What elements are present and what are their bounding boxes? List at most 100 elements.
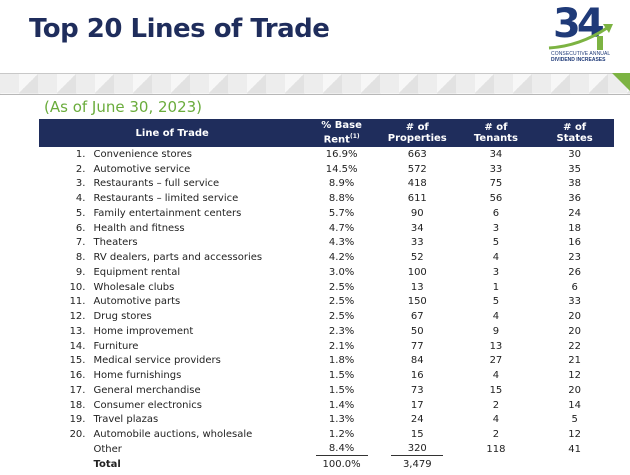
line-of-trade: Family entertainment centers xyxy=(93,207,242,219)
line-of-trade: Home improvement xyxy=(93,325,194,337)
line-of-trade: RV dealers, parts and accessories xyxy=(93,252,263,264)
growth-arrow-icon xyxy=(548,24,613,50)
properties-count: 572 xyxy=(407,163,427,175)
base-rent: 2.5% xyxy=(328,296,355,308)
base-rent: 8.8% xyxy=(328,193,355,205)
rank-number: 2. xyxy=(75,163,86,175)
table-row: 14. Furniture 2.1% 77 13 22 xyxy=(39,339,614,354)
base-rent: 2.1% xyxy=(328,340,355,352)
line-of-trade: Medical service providers xyxy=(93,355,221,367)
properties-count: 418 xyxy=(407,178,427,190)
properties-count: 611 xyxy=(407,193,427,205)
table-row: 9. Equipment rental 3.0% 100 3 26 xyxy=(39,265,614,280)
tenants-count: 4 xyxy=(492,311,500,323)
base-rent: 3.0% xyxy=(328,266,355,278)
properties-count: 16 xyxy=(410,370,424,382)
tenants-count: 4 xyxy=(492,252,500,264)
base-rent: 1.2% xyxy=(328,429,355,441)
table-row: 6. Health and fitness 4.7% 34 3 18 xyxy=(39,221,614,236)
other-rent: 8.4% xyxy=(315,442,368,457)
base-rent: 2.5% xyxy=(328,281,355,293)
table-row: 18. Consumer electronics 1.4% 17 2 14 xyxy=(39,398,614,413)
rank-number: 18. xyxy=(69,399,86,411)
rank-number: 17. xyxy=(69,384,86,396)
states-count: 30 xyxy=(568,148,581,160)
rank-number: 15. xyxy=(69,355,86,367)
tenants-count: 3 xyxy=(492,222,500,234)
tenants-count: 5 xyxy=(492,237,500,249)
properties-count: 50 xyxy=(410,325,424,337)
rank-number: 3. xyxy=(75,178,86,190)
line-of-trade: Equipment rental xyxy=(93,266,181,278)
states-count: 36 xyxy=(568,193,581,205)
properties-count: 663 xyxy=(407,148,427,160)
rank-number: 1. xyxy=(75,148,86,160)
other-label: Other xyxy=(93,443,122,455)
tenants-count: 2 xyxy=(492,429,500,441)
rank-number: 10. xyxy=(69,281,86,293)
total-properties: 3,479 xyxy=(402,458,432,470)
logo-caption-2: DIVIDEND INCREASES xyxy=(551,57,606,63)
states-count: 20 xyxy=(568,311,581,323)
table-row: 17. General merchandise 1.5% 73 15 20 xyxy=(39,383,614,398)
table-row: 7. Theaters 4.3% 33 5 16 xyxy=(39,236,614,251)
logo-caption-1: CONSECUTIVE ANNUAL xyxy=(551,51,611,57)
states-count: 22 xyxy=(568,340,581,352)
table-row: 15. Medical service providers 1.8% 84 27 21 xyxy=(39,354,614,369)
properties-count: 77 xyxy=(410,340,424,352)
line-of-trade: Restaurants – limited service xyxy=(93,193,239,205)
table-row: 12. Drug stores 2.5% 67 4 20 xyxy=(39,309,614,324)
tenants-count: 33 xyxy=(489,163,503,175)
line-of-trade: Restaurants – full service xyxy=(93,178,220,190)
tenants-count: 1 xyxy=(492,281,500,293)
col-header-base-rent: % Base Rent(1) xyxy=(305,119,378,147)
base-rent: 4.7% xyxy=(328,222,355,234)
rank-number: 19. xyxy=(69,414,86,426)
col-header-properties: # of Properties xyxy=(377,119,457,147)
line-of-trade: Travel plazas xyxy=(93,414,159,426)
states-count: 20 xyxy=(568,384,581,396)
states-count: 38 xyxy=(568,178,581,190)
table-row: 4. Restaurants – limited service 8.8% 611 56… xyxy=(39,191,614,206)
rank-number: 12. xyxy=(69,311,86,323)
rank-number: 14. xyxy=(69,340,86,352)
line-of-trade: Automotive parts xyxy=(93,296,181,308)
states-count: 18 xyxy=(568,222,581,234)
tenants-count: 27 xyxy=(489,355,503,367)
states-count: 12 xyxy=(568,429,581,441)
base-rent: 1.5% xyxy=(328,370,355,382)
line-of-trade: Home furnishings xyxy=(93,370,182,382)
col-header-states: # of States xyxy=(535,119,614,147)
table-header-row: Line of Trade % Base Rent(1) # of Proper… xyxy=(39,119,614,147)
tenants-count: 15 xyxy=(489,384,503,396)
line-of-trade: Consumer electronics xyxy=(93,399,202,411)
base-rent: 4.3% xyxy=(328,237,355,249)
base-rent: 1.4% xyxy=(328,399,355,411)
table-row: 8. RV dealers, parts and accessories 4.2% 5… xyxy=(39,250,614,265)
total-rent: 100.0% xyxy=(322,458,361,470)
table-row: 20. Automobile auctions, wholesale 1.2% 15 2… xyxy=(39,427,614,442)
table-row: 16. Home furnishings 1.5% 16 4 12 xyxy=(39,368,614,383)
states-count: 14 xyxy=(568,399,581,411)
table-row: 1. Convenience stores 16.9% 663 34 30 xyxy=(39,147,614,162)
col-header-line-of-trade: Line of Trade xyxy=(39,119,306,147)
states-count: 35 xyxy=(568,163,581,175)
table-row: 2. Automotive service 14.5% 572 33 35 xyxy=(39,162,614,177)
tenants-count: 9 xyxy=(492,325,500,337)
line-of-trade: General merchandise xyxy=(93,384,201,396)
total-label: Total xyxy=(93,458,121,470)
tenants-count: 6 xyxy=(492,207,500,219)
tenants-count: 5 xyxy=(492,296,500,308)
states-count: 5 xyxy=(571,414,578,426)
properties-count: 33 xyxy=(410,237,424,249)
base-rent: 16.9% xyxy=(325,148,358,160)
properties-count: 67 xyxy=(410,311,424,323)
tenants-count: 4 xyxy=(492,370,500,382)
rank-number: 16. xyxy=(69,370,86,382)
rank-number: 4. xyxy=(75,193,86,205)
base-rent: 8.9% xyxy=(328,178,355,190)
properties-count: 17 xyxy=(410,399,424,411)
line-of-trade: Convenience stores xyxy=(93,148,192,160)
line-of-trade: Automotive service xyxy=(93,163,191,175)
table-row: 5. Family entertainment centers 5.7% 90 6 24 xyxy=(39,206,614,221)
